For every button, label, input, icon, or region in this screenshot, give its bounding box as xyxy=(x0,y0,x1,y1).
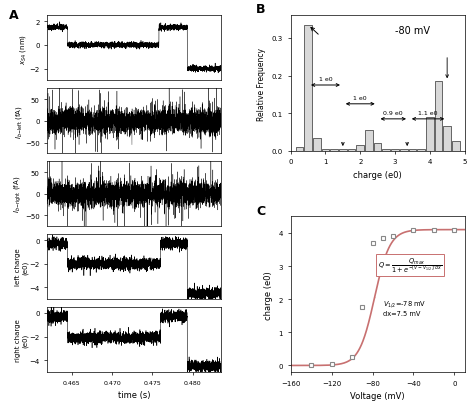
Bar xyxy=(330,150,338,151)
Bar xyxy=(304,26,312,151)
Y-axis label: left charge
(e0): left charge (e0) xyxy=(15,248,28,286)
Bar xyxy=(443,127,451,151)
Bar xyxy=(409,150,416,151)
Text: -80 mV: -80 mV xyxy=(395,26,430,36)
Text: $V_{1/2}$=-78 mV
dx=7.5 mV: $V_{1/2}$=-78 mV dx=7.5 mV xyxy=(383,299,426,317)
Bar xyxy=(452,142,460,151)
Bar xyxy=(391,150,399,151)
Bar xyxy=(374,144,382,151)
Text: 0.9 e0: 0.9 e0 xyxy=(383,111,403,116)
Bar xyxy=(435,82,442,151)
Text: C: C xyxy=(256,204,265,217)
Text: A: A xyxy=(9,9,19,22)
Bar xyxy=(383,150,390,151)
Bar xyxy=(296,148,303,151)
Bar xyxy=(348,150,356,151)
Y-axis label: $I_{b\mathsf{-left}}$ (fA): $I_{b\mathsf{-left}}$ (fA) xyxy=(14,105,24,139)
Bar xyxy=(322,150,329,151)
Bar xyxy=(356,146,364,151)
Text: 1.1 e0: 1.1 e0 xyxy=(418,111,438,116)
Y-axis label: Relative Frequency: Relative Frequency xyxy=(257,47,266,120)
Y-axis label: right charge
(e0): right charge (e0) xyxy=(15,318,28,361)
X-axis label: Voltage (mV): Voltage (mV) xyxy=(350,391,405,400)
Bar xyxy=(313,138,320,151)
Bar xyxy=(365,131,373,151)
X-axis label: time (s): time (s) xyxy=(118,390,151,399)
Bar xyxy=(339,150,346,151)
X-axis label: charge (e0): charge (e0) xyxy=(353,171,402,180)
Y-axis label: charge (e0): charge (e0) xyxy=(264,270,273,319)
Text: $Q = \dfrac{Q_{max}}{1 + e^{-(V-V_{1/2})/dx}}$: $Q = \dfrac{Q_{max}}{1 + e^{-(V-V_{1/2})… xyxy=(378,256,442,274)
Text: B: B xyxy=(256,3,265,16)
Text: 1 e0: 1 e0 xyxy=(354,96,367,101)
Y-axis label: $x_{S4}$ (nm): $x_{S4}$ (nm) xyxy=(18,33,28,64)
Bar xyxy=(400,150,408,151)
Text: 1 e0: 1 e0 xyxy=(319,77,332,82)
Bar xyxy=(426,118,434,151)
Bar xyxy=(417,150,425,151)
Y-axis label: $I_{b\mathsf{-right}}$ (fA): $I_{b\mathsf{-right}}$ (fA) xyxy=(12,175,24,213)
